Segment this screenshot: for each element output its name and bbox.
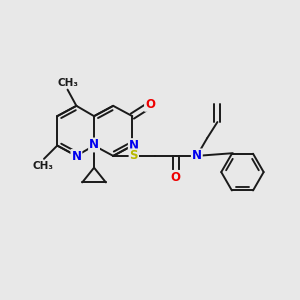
Text: N: N bbox=[71, 150, 81, 163]
Text: O: O bbox=[145, 98, 155, 111]
Text: CH₃: CH₃ bbox=[57, 78, 78, 88]
Text: N: N bbox=[129, 139, 139, 152]
Text: O: O bbox=[171, 171, 181, 184]
Text: CH₃: CH₃ bbox=[32, 161, 53, 171]
Text: N: N bbox=[192, 149, 202, 162]
Text: S: S bbox=[130, 149, 138, 162]
Text: N: N bbox=[89, 139, 99, 152]
